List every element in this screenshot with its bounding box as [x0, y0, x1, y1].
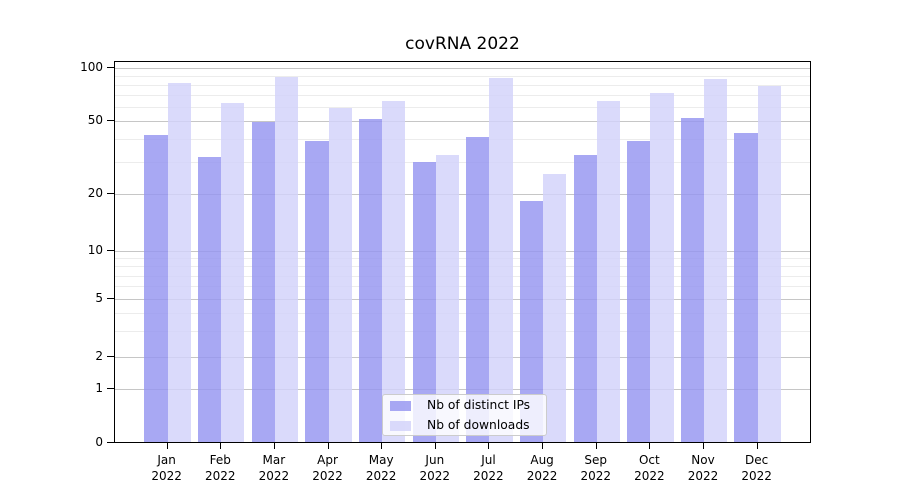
- x-tick-jan: [166, 443, 168, 449]
- gridline-minor-3: [115, 331, 810, 333]
- gridline-minor-70: [115, 95, 810, 97]
- x-tick-apr: [327, 443, 329, 449]
- legend-row-downloads: Nb of downloads: [383, 416, 546, 436]
- bar-downloads-jan: [167, 83, 191, 442]
- x-tick-dec: [756, 443, 758, 449]
- x-tick-label-jan: Jan 2022: [151, 453, 182, 483]
- bar-ips-may: [358, 119, 383, 442]
- y-tick-20: [107, 193, 114, 194]
- gridline-major-10: [115, 251, 810, 252]
- legend-swatch-downloads: [390, 421, 411, 431]
- bar-ips-jun: [412, 162, 436, 442]
- legend-label-downloads: Nb of downloads: [427, 418, 530, 432]
- bar-ips-apr: [305, 140, 329, 442]
- gridline-minor-7: [115, 275, 810, 277]
- bar-downloads-mar: [274, 76, 299, 442]
- bar-ips-sep: [573, 154, 597, 442]
- bar-ips-jan: [144, 134, 168, 442]
- y-tick-0: [107, 442, 114, 443]
- plot-area: Nb of distinct IPs Nb of downloads: [114, 61, 811, 443]
- x-tick-label-aug: Aug 2022: [526, 453, 558, 483]
- bar-downloads-sep: [596, 101, 620, 442]
- bar-ips-feb: [198, 157, 222, 442]
- y-tick-label-50: 50: [87, 113, 103, 127]
- gridline-minor-90: [115, 76, 810, 78]
- x-tick-label-feb: Feb 2022: [204, 453, 236, 483]
- legend-row-ips: Nb of distinct IPs: [383, 396, 546, 416]
- gridline-major-50: [115, 121, 810, 122]
- bar-downloads-oct: [650, 93, 674, 442]
- gridline-minor-80: [115, 85, 810, 87]
- x-tick-label-mar: Mar 2022: [258, 453, 290, 483]
- gridline-minor-60: [115, 107, 810, 109]
- bar-downloads-dec: [757, 86, 781, 442]
- x-tick-label-oct: Oct 2022: [634, 453, 665, 483]
- x-tick-sep: [595, 443, 597, 449]
- legend: Nb of distinct IPs Nb of downloads: [382, 394, 547, 436]
- bar-downloads-jun: [435, 154, 459, 442]
- x-tick-aug: [542, 443, 544, 449]
- y-tick-label-2: 2: [95, 349, 103, 363]
- bar-downloads-aug: [543, 174, 567, 442]
- bar-ips-aug: [519, 200, 544, 442]
- y-tick-100: [107, 67, 114, 68]
- y-tick-label-100: 100: [80, 60, 103, 74]
- y-tick-label-10: 10: [87, 243, 103, 257]
- gridline-minor-6: [115, 286, 810, 288]
- y-tick-10: [107, 250, 114, 251]
- x-tick-label-dec: Dec 2022: [741, 453, 772, 483]
- gridline-major-5: [115, 299, 810, 300]
- gridline-minor-40: [115, 138, 810, 140]
- gridlines-layer: [115, 62, 810, 442]
- y-tick-label-0: 0: [95, 435, 103, 449]
- x-tick-label-jun: Jun 2022: [419, 453, 451, 483]
- y-tick-label-1: 1: [95, 381, 103, 395]
- x-tick-may: [381, 443, 383, 449]
- x-tick-mar: [273, 443, 275, 449]
- bar-downloads-apr: [328, 107, 352, 442]
- y-tick-50: [107, 120, 114, 121]
- gridline-minor-4: [115, 313, 810, 315]
- y-tick-2: [107, 356, 114, 357]
- bar-downloads-nov: [704, 79, 728, 442]
- y-tick-5: [107, 298, 114, 299]
- bar-ips-nov: [680, 117, 704, 442]
- y-tick-label-5: 5: [95, 291, 103, 305]
- x-tick-nov: [703, 443, 704, 449]
- x-tick-label-nov: Nov 2022: [687, 453, 719, 483]
- x-tick-jun: [434, 443, 436, 449]
- y-tick-label-20: 20: [87, 186, 103, 200]
- bars-layer: [115, 62, 810, 442]
- x-tick-jul: [488, 443, 490, 449]
- x-tick-label-apr: Apr 2022: [312, 453, 343, 483]
- gridline-major-2: [115, 357, 810, 358]
- chart-title: covRNA 2022: [405, 34, 520, 54]
- gridline-major-20: [115, 194, 810, 195]
- x-tick-feb: [220, 443, 222, 449]
- bar-downloads-may: [382, 101, 406, 442]
- bar-downloads-feb: [221, 102, 245, 442]
- gridline-minor-30: [115, 161, 810, 163]
- gridline-major-1: [115, 389, 810, 390]
- gridline-minor-8: [115, 266, 810, 268]
- bar-downloads-jul: [489, 78, 513, 442]
- bar-ips-oct: [627, 140, 651, 442]
- bar-ips-dec: [734, 132, 758, 442]
- x-tick-label-sep: Sep 2022: [580, 453, 611, 483]
- y-tick-1: [107, 388, 114, 389]
- gridline-major-100: [115, 68, 810, 69]
- legend-swatch-ips: [390, 401, 411, 411]
- x-tick-label-may: May 2022: [365, 453, 397, 483]
- legend-label-ips: Nb of distinct IPs: [427, 398, 531, 412]
- x-tick-oct: [649, 443, 651, 449]
- x-tick-label-jul: Jul 2022: [473, 453, 504, 483]
- bar-ips-mar: [251, 122, 275, 442]
- gridline-minor-9: [115, 258, 810, 260]
- bar-ips-jul: [466, 136, 490, 442]
